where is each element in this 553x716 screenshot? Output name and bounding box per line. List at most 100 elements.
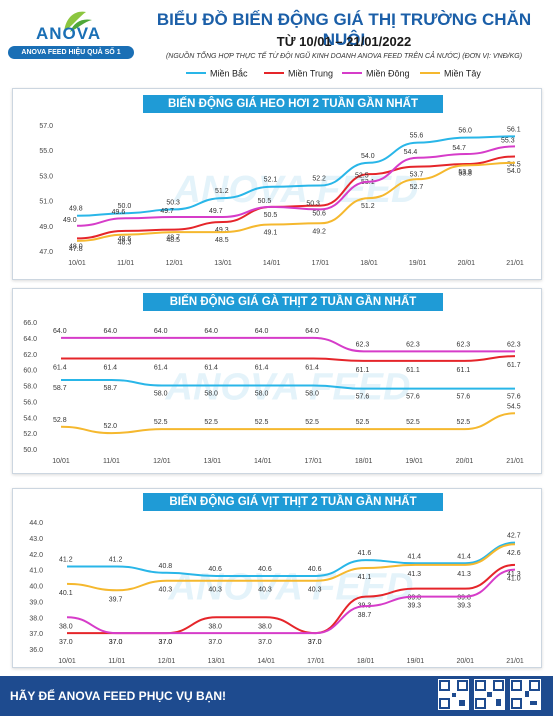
data-label: 41.3 <box>507 571 521 578</box>
data-label: 53.7 <box>410 172 424 179</box>
y-tick-label: 40.0 <box>29 584 43 591</box>
y-tick-label: 43.0 <box>29 536 43 543</box>
y-tick-label: 52.0 <box>23 431 37 438</box>
data-label: 51.2 <box>361 203 375 210</box>
x-tick-label: 13/01 <box>214 260 232 267</box>
qr-code-icon[interactable] <box>510 679 541 710</box>
legend-label: Miền Đông <box>366 69 410 79</box>
data-label: 52.2 <box>312 175 326 182</box>
y-tick-label: 39.0 <box>29 599 43 606</box>
x-tick-label: 18/01 <box>357 658 375 665</box>
x-tick-label: 20/01 <box>456 458 474 465</box>
data-label: 58.0 <box>305 391 319 398</box>
data-label: 61.4 <box>204 365 218 372</box>
data-label: 40.6 <box>258 566 272 573</box>
series-line <box>66 543 516 592</box>
data-label: 42.7 <box>507 533 521 540</box>
data-label: 57.6 <box>507 394 521 401</box>
data-label: 53.9 <box>458 169 472 176</box>
x-tick-label: 19/01 <box>409 260 427 267</box>
data-label: 61.7 <box>507 362 521 369</box>
y-tick-label: 44.0 <box>29 520 43 527</box>
page-subtitle: TỪ 10/01 – 21/01/2022 <box>276 34 412 49</box>
data-label: 41.3 <box>457 571 471 578</box>
data-label: 41.0 <box>507 576 521 583</box>
y-tick-label: 64.0 <box>23 336 37 343</box>
data-label: 62.3 <box>507 341 521 348</box>
data-label: 40.6 <box>308 566 322 573</box>
data-label: 52.5 <box>457 419 471 426</box>
data-label: 64.0 <box>255 328 269 335</box>
chart-pig: ANOVA FEED 47.0 49.0 51.0 53.0 55.0 57.0 10/01 1… <box>39 123 523 267</box>
watermark: ANOVA FEED <box>165 367 411 409</box>
x-tick-label: 20/01 <box>458 260 476 267</box>
data-label: 40.8 <box>159 563 173 570</box>
data-label: 61.4 <box>154 365 168 372</box>
data-label: 53.8 <box>458 170 472 177</box>
data-label: 57.6 <box>406 394 420 401</box>
x-tick-label: 12/01 <box>158 658 176 665</box>
data-label: 61.4 <box>305 365 319 372</box>
qr-code-icon[interactable] <box>438 679 469 710</box>
series-line <box>61 378 515 390</box>
legend-label: Miền Bắc <box>210 69 248 79</box>
x-tick-label: 13/01 <box>208 658 226 665</box>
header: ANOVA FEED ANOVA FEED HIỆU QUẢ SỐ 1 BIỂU… <box>0 0 553 82</box>
page-title: BIỂU ĐỒ BIẾN ĐỘNG GIÁ THỊ TRƯỜNG CHĂN NU… <box>156 10 532 49</box>
watermark: ANOVA FEED <box>168 567 414 609</box>
data-label: 52.0 <box>103 423 117 430</box>
legend: Miền Bắc Miền Trung Miền Đông Miền Tây <box>186 69 481 79</box>
x-tick-label: 17/01 <box>312 260 330 267</box>
data-label: 50.0 <box>118 203 132 210</box>
data-label: 41.6 <box>358 550 372 557</box>
data-label: 40.6 <box>208 566 222 573</box>
data-label: 54.5 <box>507 162 521 169</box>
data-label: 58.7 <box>53 385 67 392</box>
data-label: 50.3 <box>166 199 180 206</box>
data-label: 37.0 <box>208 639 222 646</box>
data-label: 52.7 <box>410 184 424 191</box>
data-label: 52.5 <box>204 419 218 426</box>
data-label: 54.0 <box>507 168 521 175</box>
series-line <box>61 336 515 353</box>
series-line <box>76 155 516 240</box>
x-tick-label: 17/01 <box>307 658 325 665</box>
data-label: 38.0 <box>258 623 272 630</box>
data-label: 40.1 <box>59 590 73 597</box>
data-label: 47.8 <box>69 246 83 253</box>
data-label: 39.8 <box>457 595 471 602</box>
data-label: 42.6 <box>507 550 521 557</box>
y-tick-label: 38.0 <box>29 615 43 622</box>
x-tick-label: 14/01 <box>263 260 281 267</box>
data-label: 41.3 <box>407 571 421 578</box>
data-label: 54.5 <box>507 403 521 410</box>
data-label: 41.4 <box>407 553 421 560</box>
data-label: 52.5 <box>355 173 369 180</box>
data-label: 50.6 <box>312 211 326 218</box>
x-tick-label: 12/01 <box>153 458 171 465</box>
data-label: 49.1 <box>264 230 278 237</box>
y-tick-label: 49.0 <box>39 224 53 231</box>
data-label: 38.7 <box>358 612 372 619</box>
data-label: 37.0 <box>109 639 123 646</box>
data-label: 52.5 <box>305 419 319 426</box>
data-label: 52.5 <box>154 419 168 426</box>
chart-title-chicken: BIẾN ĐỘNG GIÁ GÀ THỊT 2 TUẦN GẦN NHẤT <box>143 293 443 311</box>
x-tick-label: 18/01 <box>360 260 378 267</box>
data-label: 64.0 <box>103 328 117 335</box>
data-label: 37.0 <box>109 639 123 646</box>
x-tick-label: 14/01 <box>257 658 275 665</box>
x-tick-label: 10/01 <box>58 658 76 665</box>
chart-duck: ANOVA FEED 36.0 37.0 38.0 39.0 40.0 41.0 42.0 43… <box>29 520 524 665</box>
data-label: 54.4 <box>404 149 418 156</box>
data-label: 48.7 <box>166 235 180 242</box>
chart-title-pig: BIẾN ĐỘNG GIÁ HEO HƠI 2 TUẦN GẦN NHẤT <box>143 95 443 113</box>
qr-code-icon[interactable] <box>474 679 505 710</box>
x-tick-label: 21/01 <box>506 658 524 665</box>
data-label: 51.2 <box>215 188 229 195</box>
data-label: 57.6 <box>356 394 370 401</box>
series-line <box>67 541 516 577</box>
x-tick-label: 17/01 <box>304 458 322 465</box>
data-label: 37.0 <box>159 639 173 646</box>
data-label: 62.3 <box>356 341 370 348</box>
